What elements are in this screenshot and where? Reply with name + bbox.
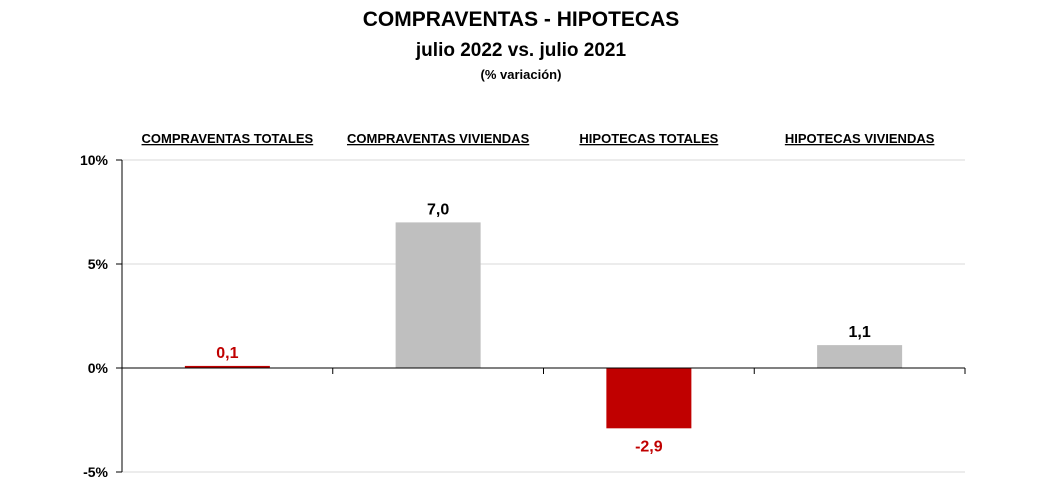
bar <box>184 365 270 368</box>
category-label: HIPOTECAS VIVIENDAS <box>785 131 935 146</box>
y-tick-label: 0% <box>88 360 109 376</box>
data-label: 1,1 <box>849 324 871 341</box>
data-label: 7,0 <box>427 201 449 218</box>
y-tick-label: 5% <box>88 256 109 272</box>
chart-note: (% variación) <box>480 67 562 82</box>
y-tick-label: -5% <box>83 464 108 480</box>
category-label: HIPOTECAS TOTALES <box>579 131 718 146</box>
y-tick-label: 10% <box>80 152 109 168</box>
bar <box>395 222 481 368</box>
category-label: COMPRAVENTAS VIVIENDAS <box>347 131 530 146</box>
data-label: 0,1 <box>216 345 238 362</box>
bar <box>606 368 692 429</box>
category-label: COMPRAVENTAS TOTALES <box>142 131 314 146</box>
bar <box>817 345 903 368</box>
chart-subtitle: julio 2022 vs. julio 2021 <box>415 40 627 61</box>
chart-title: COMPRAVENTAS - HIPOTECAS <box>362 8 680 31</box>
data-label: -2,9 <box>635 438 663 455</box>
